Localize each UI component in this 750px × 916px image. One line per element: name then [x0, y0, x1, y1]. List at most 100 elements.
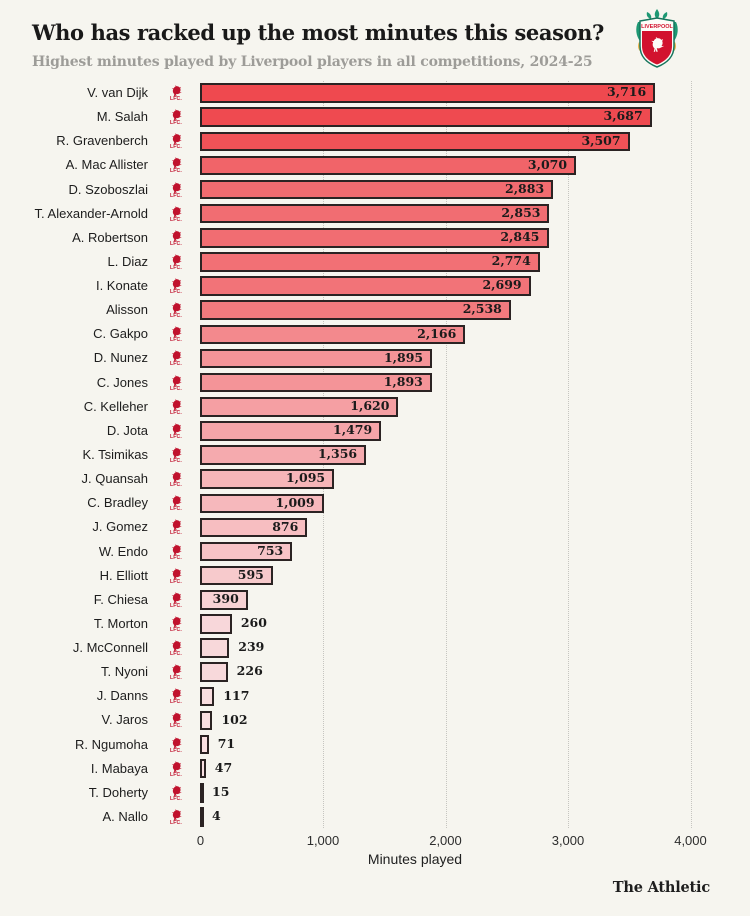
liverpool-liver-bird-icon: LFC. [165, 108, 187, 126]
player-name: J. Gomez [92, 519, 148, 535]
minutes-bar [200, 324, 466, 345]
x-axis-title: Minutes played [367, 851, 463, 867]
player-name: M. Salah [96, 109, 148, 125]
minutes-bar [200, 517, 308, 538]
lfc-label: LFC. [170, 602, 182, 609]
liverpool-liver-bird-icon: LFC. [165, 349, 187, 367]
chart-row: C. Gakpo LFC. 2,166 [0, 322, 750, 346]
value-label: 226 [236, 663, 263, 679]
lfc-label: LFC. [170, 506, 182, 513]
liverpool-liver-bird-icon: LFC. [165, 422, 187, 440]
value-label: 1,356 [317, 446, 358, 462]
player-name: D. Szoboszlai [68, 181, 148, 197]
minutes-bar [200, 107, 652, 127]
value-label: 390 [212, 591, 239, 607]
player-name: Alisson [106, 302, 148, 318]
player-name: A. Mac Allister [65, 157, 148, 173]
liverpool-liver-bird-icon: LFC. [165, 543, 187, 561]
lfc-label: LFC. [170, 699, 182, 706]
lfc-label: LFC. [170, 168, 182, 175]
minutes-bar [200, 807, 204, 827]
liverpool-liver-bird-icon: LFC. [165, 736, 187, 754]
gridline [445, 81, 447, 828]
value-label: 260 [240, 615, 267, 631]
chart-row: V. van Dijk LFC. 3,716 [0, 81, 750, 105]
value-label: 1,620 [350, 398, 390, 413]
x-tick-label: 0 [196, 833, 205, 848]
chart-row: F. Chiesa LFC. 390 [0, 588, 750, 612]
chart-row: C. Bradley LFC. 1,009 [0, 491, 750, 515]
page-title: Who has racked up the most minutes this … [32, 20, 604, 45]
minutes-bar [200, 783, 204, 803]
player-name: I. Konate [95, 278, 148, 294]
value-label: 3,070 [527, 156, 568, 172]
lfc-label: LFC. [170, 482, 182, 489]
value-label: 15 [212, 784, 230, 800]
chart-row: D. Nunez LFC. 1,895 [0, 346, 750, 370]
minutes-bar [200, 252, 540, 272]
lfc-label: LFC. [170, 675, 182, 682]
page-subtitle: Highest minutes played by Liverpool play… [32, 54, 593, 70]
liverpool-liver-bird-icon: LFC. [165, 277, 187, 295]
chart-row: C. Jones LFC. 1,893 [0, 371, 750, 395]
value-label: 753 [257, 542, 284, 558]
minutes-bar [200, 179, 554, 200]
lfc-label: LFC. [170, 361, 182, 368]
gridline [568, 81, 569, 828]
liverpool-liver-bird-icon: LFC. [165, 687, 187, 705]
chart-row: J. McConnell LFC. 239 [0, 636, 750, 660]
chart-row: D. Szoboszlai LFC. 2,883 [0, 178, 750, 202]
liverpool-liver-bird-icon: LFC. [165, 205, 187, 223]
player-name: J. Quansah [81, 471, 149, 487]
value-label: 3,687 [603, 108, 643, 124]
player-name: C. Gakpo [93, 326, 148, 342]
chart-row: V. Jaros LFC. 102 [0, 708, 750, 732]
value-label: 102 [221, 711, 248, 727]
value-label: 2,538 [462, 301, 502, 317]
minutes-bar [200, 734, 209, 755]
chart-row: T. Alexander-Arnold LFC. 2,853 [0, 202, 750, 226]
lfc-label: LFC. [170, 530, 182, 537]
minutes-bar [200, 348, 433, 369]
lfc-label: LFC. [170, 651, 182, 658]
chart-row: T. Nyoni LFC. 226 [0, 660, 750, 684]
minutes-bar [200, 203, 550, 224]
minutes-bar [200, 565, 273, 586]
liverpool-liver-bird-icon: LFC. [165, 398, 187, 416]
value-label: 2,883 [505, 180, 545, 196]
chart-row: J. Quansah LFC. 1,095 [0, 467, 750, 491]
value-label: 239 [238, 639, 265, 655]
value-label: 2,853 [501, 204, 541, 220]
x-tick-label: 1,000 [306, 833, 340, 848]
chart-row: W. Endo LFC. 753 [0, 539, 750, 563]
liverpool-liver-bird-icon: LFC. [165, 591, 187, 609]
chart-row: I. Konate LFC. 2,699 [0, 274, 750, 298]
lfc-label: LFC. [170, 771, 182, 778]
lfc-label: LFC. [170, 144, 182, 151]
value-label: 2,699 [482, 277, 522, 293]
player-name: T. Doherty [88, 784, 148, 800]
player-name: C. Jones [96, 374, 148, 390]
minutes-bar [200, 228, 549, 248]
liverpool-liver-bird-icon: LFC. [165, 615, 187, 633]
player-name: K. Tsimikas [82, 447, 149, 462]
minutes-bar [200, 638, 230, 658]
chart-row: A. Nallo LFC. 4 [0, 805, 750, 829]
lfc-label: LFC. [170, 819, 182, 826]
lfc-label: LFC. [170, 723, 182, 730]
player-name: C. Bradley [87, 495, 148, 511]
lfc-label: LFC. [170, 96, 182, 103]
player-name: J. Danns [96, 688, 148, 704]
player-name: I. Mabaya [90, 760, 148, 776]
value-label: 876 [272, 518, 299, 534]
value-label: 1,893 [383, 373, 423, 389]
value-label: 1,095 [285, 470, 326, 486]
player-name: W. Endo [98, 543, 148, 559]
liverpool-liver-bird-icon: LFC. [165, 301, 187, 319]
lfc-label: LFC. [170, 313, 182, 320]
lfc-label: LFC. [170, 337, 182, 344]
chart-row: A. Robertson LFC. 2,845 [0, 226, 750, 250]
value-label: 1,895 [383, 349, 424, 365]
minutes-bar [200, 300, 511, 320]
